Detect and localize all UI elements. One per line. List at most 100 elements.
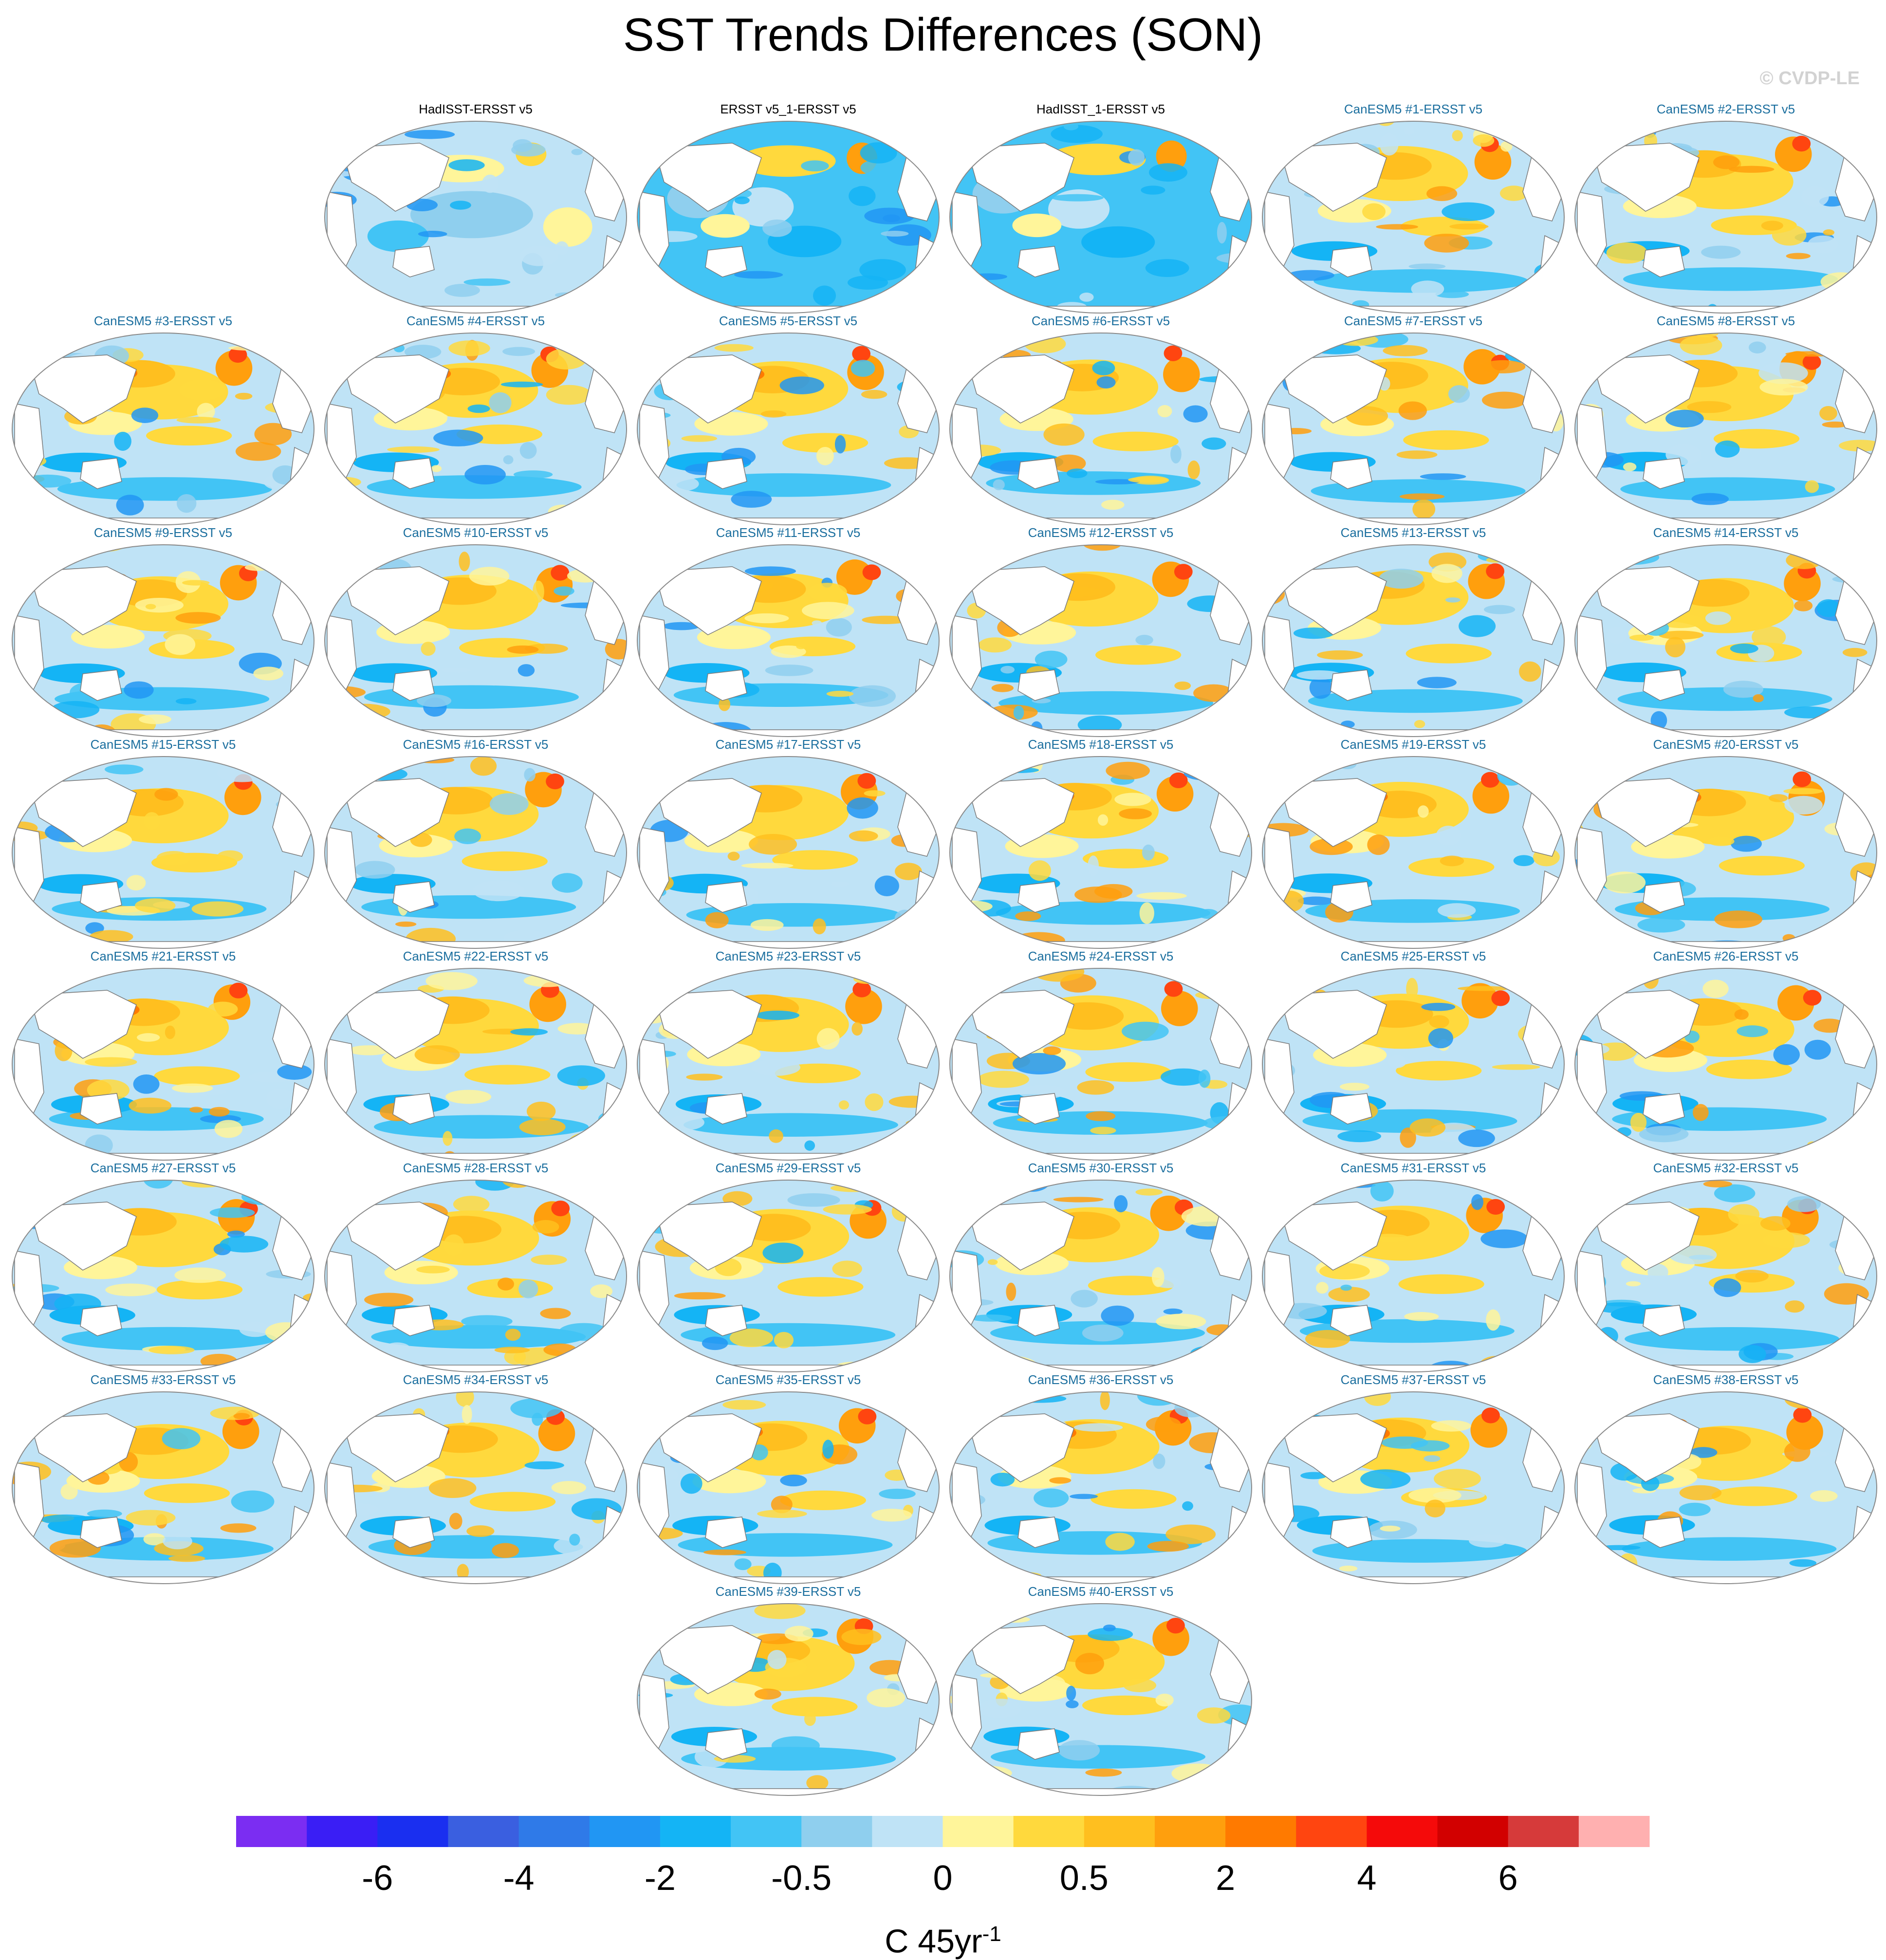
map-panel-label: CanESM5 #1-ERSST v5 [1344, 102, 1483, 116]
colorbar-swatch [236, 1816, 307, 1847]
sst-trend-map [324, 121, 627, 314]
sst-trend-map [1574, 1180, 1877, 1372]
map-panel: CanESM5 #36-ERSST v5 [947, 1372, 1254, 1586]
map-panel: CanESM5 #26-ERSST v5 [1572, 948, 1879, 1163]
map-panel: CanESM5 #11-ERSST v5 [635, 525, 942, 739]
sst-trend-map [637, 121, 940, 314]
map-panel-label: CanESM5 #27-ERSST v5 [90, 1161, 236, 1175]
sst-trend-map [1574, 968, 1877, 1161]
figure-title: SST Trends Differences (SON) [623, 9, 1263, 61]
map-panel-label: CanESM5 #24-ERSST v5 [1028, 949, 1174, 963]
sst-trend-map [1574, 544, 1877, 737]
map-panel-label: CanESM5 #31-ERSST v5 [1340, 1161, 1486, 1175]
map-panel-label: CanESM5 #15-ERSST v5 [90, 737, 236, 752]
map-panel-label: CanESM5 #8-ERSST v5 [1656, 314, 1795, 328]
map-panel-label: CanESM5 #11-ERSST v5 [716, 525, 861, 540]
colorbar-swatch [660, 1816, 731, 1847]
map-panel-label: CanESM5 #14-ERSST v5 [1653, 525, 1799, 540]
sst-trend-map [1262, 121, 1565, 314]
map-panel-label: CanESM5 #28-ERSST v5 [403, 1161, 549, 1175]
colorbar-swatch [1084, 1816, 1155, 1847]
sst-trend-map [12, 1391, 314, 1584]
colorbar-swatch [1508, 1816, 1579, 1847]
sst-trend-map [324, 1180, 627, 1372]
colorbar-units-exponent: -1 [982, 1922, 1001, 1946]
map-panel: CanESM5 #40-ERSST v5 [947, 1584, 1254, 1798]
colorbar-tick-label: 0.5 [1060, 1859, 1109, 1898]
map-panel: CanESM5 #19-ERSST v5 [1260, 737, 1567, 951]
colorbar-tick-label: -0.5 [771, 1859, 832, 1898]
colorbar-swatch [1578, 1816, 1650, 1847]
map-panel: CanESM5 #23-ERSST v5 [635, 948, 942, 1163]
map-panel: CanESM5 #3-ERSST v5 [10, 313, 316, 527]
sst-trend-map [949, 1391, 1252, 1584]
colorbar-swatch [1154, 1816, 1226, 1847]
map-panel: CanESM5 #13-ERSST v5 [1260, 525, 1567, 739]
sst-trend-map [949, 333, 1252, 525]
map-panel: CanESM5 #37-ERSST v5 [1260, 1372, 1567, 1586]
colorbar: -6 -4 -2 -0.5 0 0.5 2 4 6 [236, 1816, 1650, 1898]
sst-trend-map [637, 1603, 940, 1796]
map-panel-label: CanESM5 #29-ERSST v5 [715, 1161, 861, 1175]
map-panel: CanESM5 #12-ERSST v5 [947, 525, 1254, 739]
map-panel-label: CanESM5 #3-ERSST v5 [93, 314, 233, 328]
map-panel-label: CanESM5 #33-ERSST v5 [90, 1372, 236, 1387]
map-panel: ERSST v5_1-ERSST v5 [635, 101, 942, 315]
map-panel: CanESM5 #14-ERSST v5 [1572, 525, 1879, 739]
colorbar-tick-label: -6 [362, 1859, 393, 1898]
map-panel: CanESM5 #17-ERSST v5 [635, 737, 942, 951]
colorbar-swatch [589, 1816, 661, 1847]
map-panel-label: CanESM5 #13-ERSST v5 [1340, 525, 1486, 540]
sst-trend-map [324, 1391, 627, 1584]
colorbar-swatch [731, 1816, 802, 1847]
sst-trend-map [1262, 333, 1565, 525]
colorbar-units: C 45yr-1 [0, 1916, 1886, 1960]
map-panel-label: CanESM5 #6-ERSST v5 [1031, 314, 1170, 328]
map-panel: CanESM5 #32-ERSST v5 [1572, 1160, 1879, 1374]
map-panel-label: CanESM5 #25-ERSST v5 [1340, 949, 1486, 963]
colorbar-swatch [377, 1816, 448, 1847]
map-panel-label: CanESM5 #7-ERSST v5 [1344, 314, 1483, 328]
sst-trend-map [324, 544, 627, 737]
colorbar-swatch [872, 1816, 943, 1847]
map-panel-label: CanESM5 #19-ERSST v5 [1340, 737, 1486, 752]
sst-trend-map [12, 968, 314, 1161]
sst-trend-map [12, 756, 314, 949]
sst-trend-map [949, 1603, 1252, 1796]
map-panel: CanESM5 #20-ERSST v5 [1572, 737, 1879, 951]
sst-trend-map [1262, 968, 1565, 1161]
map-panel-label: CanESM5 #2-ERSST v5 [1656, 102, 1795, 116]
map-panel: CanESM5 #30-ERSST v5 [947, 1160, 1254, 1374]
colorbar-swatch [448, 1816, 519, 1847]
colorbar-tick-label: 4 [1357, 1859, 1376, 1898]
map-panel: HadISST-ERSST v5 [322, 101, 629, 315]
map-panel: CanESM5 #28-ERSST v5 [322, 1160, 629, 1374]
sst-trend-map [324, 756, 627, 949]
map-panel-label: CanESM5 #32-ERSST v5 [1653, 1161, 1799, 1175]
map-panel-grid: HadISST-ERSST v5 ERSST v5_1-ERSST v5 HadIS… [10, 101, 1879, 1798]
map-panel: CanESM5 #33-ERSST v5 [10, 1372, 316, 1586]
colorbar-units-text: C 45yr [885, 1923, 982, 1960]
map-panel: CanESM5 #8-ERSST v5 [1572, 313, 1879, 527]
sst-trend-map [949, 756, 1252, 949]
map-panel-label: CanESM5 #26-ERSST v5 [1653, 949, 1799, 963]
map-panel-label: CanESM5 #36-ERSST v5 [1028, 1372, 1174, 1387]
sst-trend-map [637, 544, 940, 737]
sst-trend-map [12, 1180, 314, 1372]
sst-trend-map [1574, 1391, 1877, 1584]
map-panel: CanESM5 #39-ERSST v5 [635, 1584, 942, 1798]
map-panel-label: CanESM5 #10-ERSST v5 [403, 525, 549, 540]
map-panel-label: CanESM5 #38-ERSST v5 [1653, 1372, 1799, 1387]
sst-trend-map [12, 333, 314, 525]
map-panel-label: CanESM5 #21-ERSST v5 [90, 949, 236, 963]
map-panel: CanESM5 #15-ERSST v5 [10, 737, 316, 951]
map-panel: CanESM5 #18-ERSST v5 [947, 737, 1254, 951]
map-panel: CanESM5 #22-ERSST v5 [322, 948, 629, 1163]
sst-trend-map [324, 333, 627, 525]
map-panel-label: CanESM5 #12-ERSST v5 [1028, 525, 1174, 540]
sst-trend-map [637, 1180, 940, 1372]
map-panel: CanESM5 #38-ERSST v5 [1572, 1372, 1879, 1586]
sst-trend-map [949, 544, 1252, 737]
map-panel: CanESM5 #31-ERSST v5 [1260, 1160, 1567, 1374]
map-panel: HadISST_1-ERSST v5 [947, 101, 1254, 315]
